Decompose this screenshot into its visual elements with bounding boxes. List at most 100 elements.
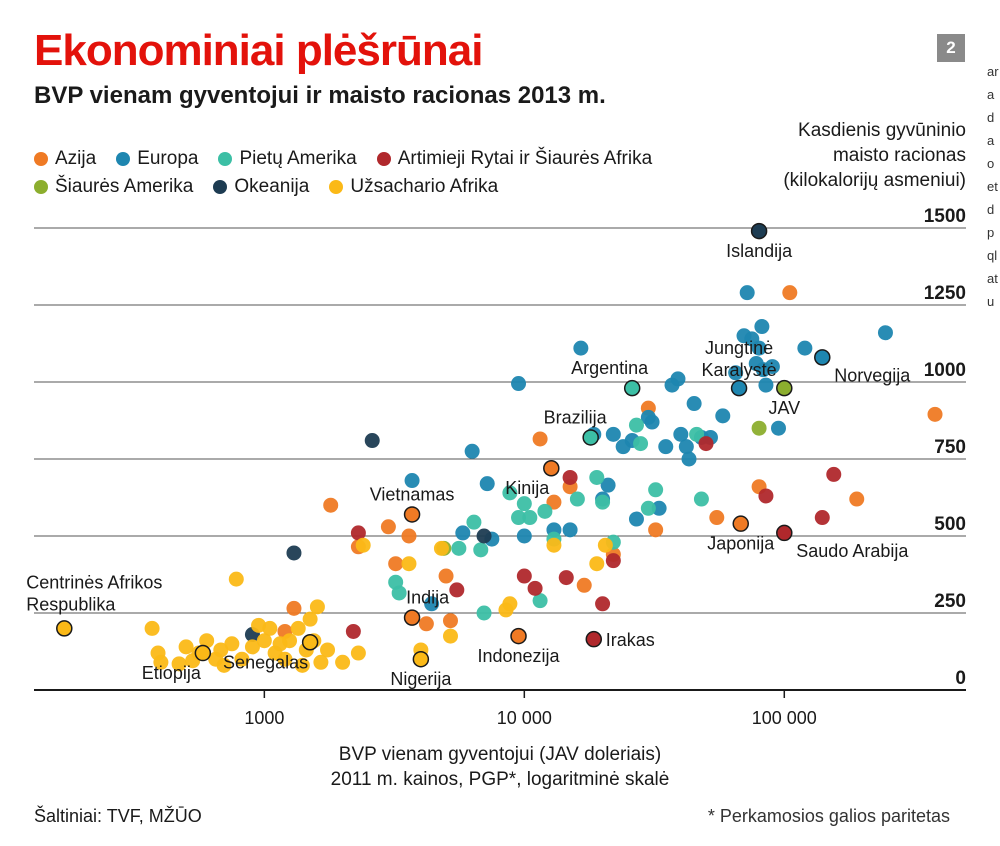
data-point <box>479 476 495 492</box>
data-point <box>216 657 232 673</box>
data-point <box>228 571 244 587</box>
data-point <box>511 376 527 392</box>
data-point <box>286 600 302 616</box>
data-point <box>728 365 744 381</box>
data-point <box>532 431 548 447</box>
legend-row: Azija Europa Pietų Amerika Artimieji Ryt… <box>34 148 734 170</box>
y-axis-label-line: Kasdienis gyvūninio <box>798 120 966 141</box>
data-point <box>294 657 310 673</box>
data-point <box>466 514 482 530</box>
point-label: Karalystė <box>702 360 777 380</box>
data-point <box>605 553 621 569</box>
chart-title: Ekonominiai plėšrūnai <box>34 26 483 75</box>
data-point <box>388 556 404 572</box>
labeled-data-point <box>776 379 793 397</box>
data-point <box>449 582 465 598</box>
data-point <box>673 426 689 442</box>
data-point <box>516 568 532 584</box>
data-point <box>302 611 318 627</box>
data-point <box>569 491 585 507</box>
data-point <box>770 420 786 436</box>
data-point <box>558 570 574 586</box>
data-point <box>681 451 697 467</box>
data-point <box>320 642 336 658</box>
legend-swatch <box>329 180 344 194</box>
point-label: Jungtinė <box>705 338 773 358</box>
y-tick-label: 250 <box>934 591 966 612</box>
data-point <box>380 519 396 535</box>
data-point <box>391 585 407 601</box>
y-axis-label: Kasdienis gyvūninio maisto racionas (kil… <box>706 118 966 193</box>
data-point <box>522 510 538 526</box>
y-tick-label: 1500 <box>924 206 966 227</box>
data-point <box>644 414 660 430</box>
data-point <box>595 596 611 612</box>
legend-swatch <box>116 152 131 166</box>
data-point <box>290 620 306 636</box>
data-point <box>473 542 489 558</box>
source-note: Šaltiniai: TVF, MŽŪO <box>34 806 202 826</box>
labeled-data-point <box>730 379 748 397</box>
data-point <box>698 436 714 452</box>
data-point <box>313 654 329 670</box>
data-point <box>927 406 943 422</box>
data-point <box>849 491 865 507</box>
data-point <box>234 651 250 667</box>
data-point <box>424 596 440 612</box>
data-point <box>442 613 458 629</box>
point-label: Centrinės Afrikos <box>26 572 162 592</box>
x-axis-label-line: 2011 m. kainos, PGP*, logaritminė skalė <box>330 769 670 790</box>
point-label: Vietnamas <box>370 484 455 504</box>
data-point <box>651 500 667 516</box>
point-label: Saudo Arabija <box>796 541 909 561</box>
labeled-data-point <box>412 650 430 668</box>
labeled-data-point <box>814 349 831 366</box>
data-point <box>532 593 548 609</box>
legend: Azija Europa Pietų Amerika Artimieji Ryt… <box>34 148 734 204</box>
labeled-data-point <box>776 524 793 542</box>
data-point <box>751 420 767 436</box>
data-point <box>282 633 298 649</box>
legend-item-uzsachario-afrika: Užsachario Afrika <box>329 176 498 198</box>
data-point <box>782 285 798 301</box>
y-tick-label: 750 <box>934 437 966 458</box>
data-point <box>628 511 644 527</box>
figure-number-badge: 2 <box>937 34 965 62</box>
data-point <box>350 525 366 541</box>
legend-item-pietu-amerika: Pietų Amerika <box>218 148 357 170</box>
data-point <box>648 522 664 538</box>
point-label: Kinija <box>505 478 550 498</box>
data-point <box>589 556 605 572</box>
labeled-data-point <box>301 634 319 651</box>
labeled-data-point <box>750 222 768 240</box>
data-point <box>262 620 278 636</box>
point-label: Irakas <box>606 630 655 650</box>
labeled-data-point <box>543 459 560 477</box>
data-point <box>758 377 774 393</box>
data-point <box>658 439 674 455</box>
legend-label: Šiaurės Amerika <box>55 176 194 197</box>
point-label: Nigerija <box>390 669 452 689</box>
data-point <box>562 522 578 538</box>
data-point <box>455 525 471 541</box>
labeled-data-point <box>403 609 421 626</box>
data-point <box>345 623 361 639</box>
legend-swatch <box>213 180 228 194</box>
data-point <box>418 616 434 632</box>
legend-item-azija: Azija <box>34 148 96 170</box>
data-point <box>256 633 272 649</box>
data-point <box>546 537 562 553</box>
footnote: * Perkamosios galios paritetas <box>707 806 950 826</box>
legend-item-artimieji-rytai: Artimieji Rytai ir Šiaurės Afrika <box>376 148 653 170</box>
labeled-data-point <box>585 630 603 648</box>
data-point <box>442 628 458 644</box>
y-axis-label-line: (kilokalorijų asmeniui) <box>783 170 966 191</box>
data-point <box>502 596 518 612</box>
point-label: Islandija <box>726 241 793 261</box>
legend-label: Artimieji Rytai ir Šiaurės Afrika <box>397 148 653 169</box>
data-point <box>335 654 351 670</box>
data-point <box>764 359 780 375</box>
data-point <box>689 426 705 442</box>
legend-item-siaures-amerika: Šiaurės Amerika <box>34 176 193 198</box>
legend-item-okeanija: Okeanija <box>213 176 309 198</box>
